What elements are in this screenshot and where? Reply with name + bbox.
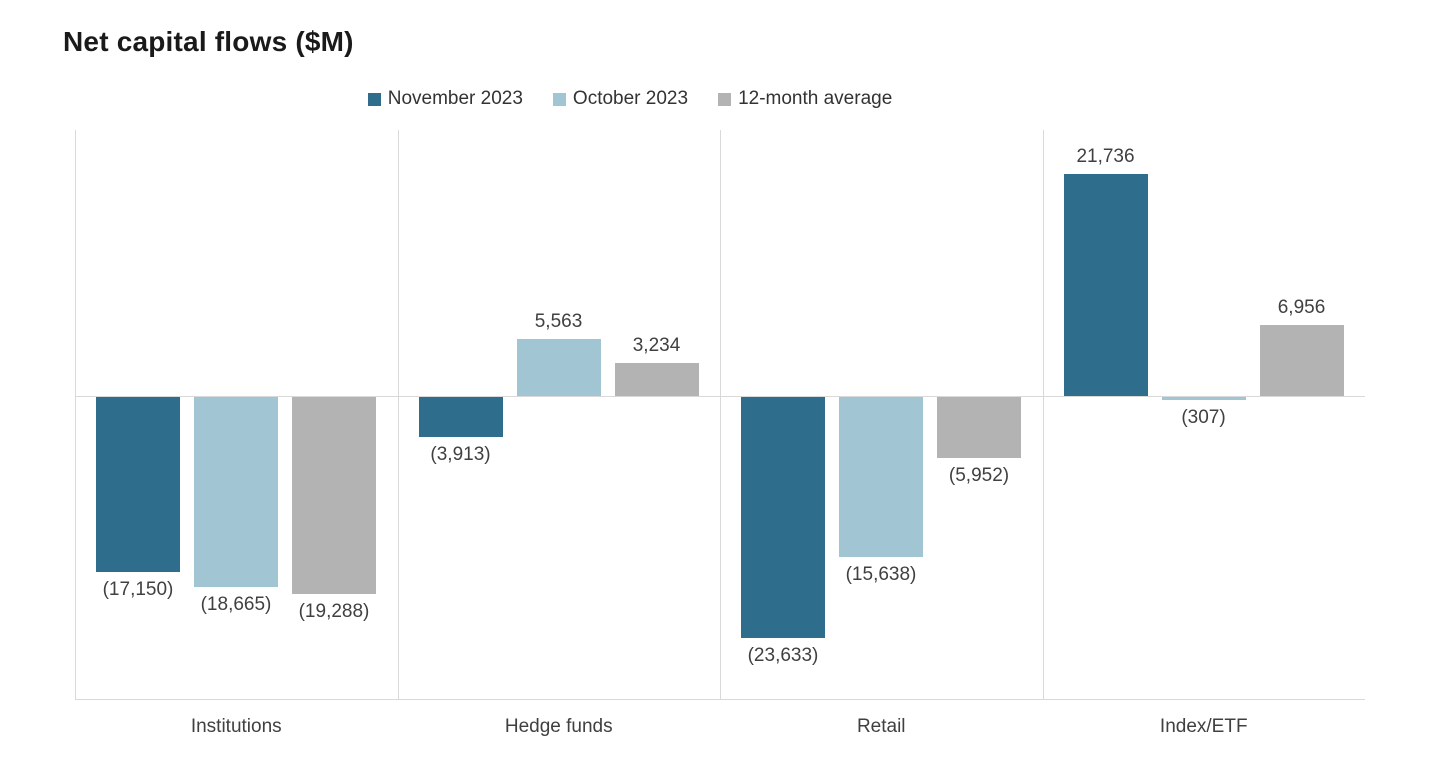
bar-group-institutions: (17,150) (18,665) (19,288) <box>75 130 398 699</box>
bar-november-2023-institutions <box>96 397 180 572</box>
legend-label: November 2023 <box>387 88 523 109</box>
x-axis-label-institutions: Institutions <box>190 716 282 737</box>
zero-baseline <box>75 396 1365 397</box>
bar-group-retail: (23,633) (15,638) (5,952) <box>720 130 1043 699</box>
legend-item-2: October 2023 <box>552 88 689 110</box>
chart-title: Net capital flows ($M) <box>63 26 354 57</box>
bar-october-2023-hedge-funds <box>516 339 601 396</box>
bar-value-label: (17,150) <box>102 579 174 600</box>
bar-group-hedge-funds: (3,913) 5,563 3,234 <box>398 130 721 699</box>
plot-area: (17,150) (18,665) (19,288) (3,913) 5,563 3,23… <box>75 130 1365 700</box>
legend-swatch-icon <box>367 92 381 106</box>
category-separator-line <box>397 130 399 699</box>
x-axis-label-hedge-funds: Hedge funds <box>504 716 613 737</box>
x-axis-labels: Institutions Hedge funds Retail Index/ETF <box>75 716 1365 738</box>
bar-value-label: (18,665) <box>200 594 272 615</box>
x-axis-label-retail: Retail <box>856 716 906 737</box>
bar-value-label: (3,913) <box>430 444 491 465</box>
bar-value-label: (19,288) <box>298 601 370 622</box>
bar-october-2023-index-etf <box>1161 397 1246 400</box>
bar-value-label: (307) <box>1181 407 1226 428</box>
bar-group-index-etf: 21,736 (307) 6,956 <box>1043 130 1366 699</box>
bar-value-label: (5,952) <box>948 465 1010 486</box>
legend-label: 12-month average <box>738 88 893 109</box>
bar-value-label: 6,956 <box>1277 297 1326 318</box>
category-separator-line <box>75 130 76 699</box>
bar-12-month-average-index-etf <box>1259 325 1344 396</box>
legend-label: October 2023 <box>572 88 689 109</box>
legend-item-3: 12-month average <box>718 88 892 110</box>
legend-item-1: November 2023 <box>367 88 523 110</box>
bar-value-label: 3,234 <box>632 335 681 356</box>
bar-november-2023-hedge-funds <box>418 397 503 437</box>
bar-value-label: (15,638) <box>845 564 917 585</box>
bar-value-label: 5,563 <box>534 311 583 332</box>
bar-12-month-average-hedge-funds <box>614 363 699 396</box>
bar-october-2023-retail <box>839 397 923 557</box>
bar-12-month-average-institutions <box>292 397 376 594</box>
bar-value-label: 21,736 <box>1076 146 1135 167</box>
bar-november-2023-index-etf <box>1063 174 1148 396</box>
bar-november-2023-retail <box>741 397 825 638</box>
legend-swatch-icon <box>552 92 566 106</box>
category-separator-line <box>1042 130 1044 699</box>
legend-swatch-icon <box>718 92 732 106</box>
category-separator-line <box>720 130 721 699</box>
bar-value-label: (23,633) <box>747 645 819 666</box>
x-axis-label-index-etf: Index/ETF <box>1159 716 1248 737</box>
bar-12-month-average-retail <box>937 397 1021 458</box>
bar-october-2023-institutions <box>194 397 278 587</box>
legend: November 2023 October 2023 12-month averag… <box>0 88 1350 110</box>
